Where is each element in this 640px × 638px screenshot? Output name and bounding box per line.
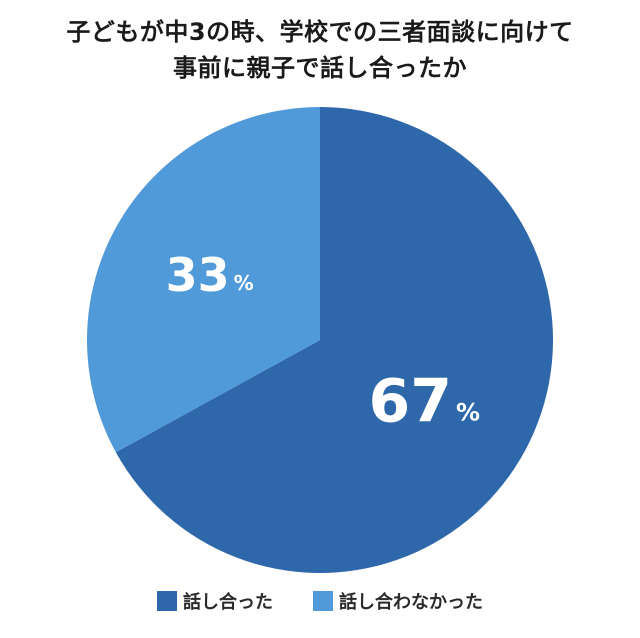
pie-label-discussed-unit: % <box>456 398 480 426</box>
pie-label-discussed-value: 67 <box>369 367 453 437</box>
pie-label-not-discussed-value: 33 <box>166 248 230 302</box>
legend-swatch-not-discussed <box>313 591 333 611</box>
pie-slice-not-discussed <box>87 107 320 453</box>
pie-label-discussed: 67% <box>369 367 481 437</box>
legend-item-discussed: 話し合った <box>157 588 273 614</box>
legend-item-not-discussed: 話し合わなかった <box>313 588 483 614</box>
pie-label-not-discussed: 33% <box>166 248 254 302</box>
legend: 話し合った 話し合わなかった <box>0 588 640 614</box>
chart-title-line-2: 事前に親子で話し合ったか <box>173 54 467 82</box>
legend-label-discussed: 話し合った <box>183 592 273 613</box>
legend-swatch-discussed <box>157 591 177 611</box>
pie-label-not-discussed-unit: % <box>234 271 254 295</box>
legend-label-not-discussed: 話し合わなかった <box>339 592 483 613</box>
chart-title-line-1: 子どもが中3の時、学校での三者面談に向けて <box>66 18 574 46</box>
pie-slice-discussed <box>115 107 553 573</box>
chart-title: 子どもが中3の時、学校での三者面談に向けて 事前に親子で話し合ったか <box>0 14 640 86</box>
